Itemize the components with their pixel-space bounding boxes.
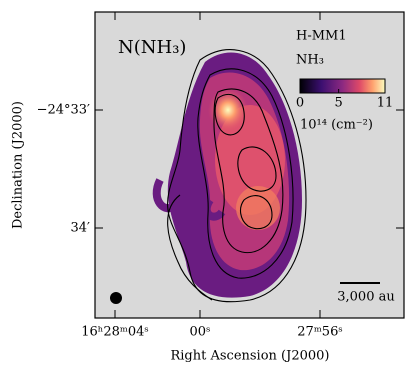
colorbar-label: 10¹⁴ (cm⁻²) [300, 118, 373, 133]
y-tick-label: 34′ [71, 221, 91, 236]
x-tick-label: 00ˢ [190, 325, 211, 340]
x-axis-label: Right Ascension (J2000) [170, 349, 329, 364]
beam [110, 292, 122, 304]
y-axis-label: Declination (J2000) [11, 101, 26, 229]
y-tick-label: −24°33′ [37, 103, 90, 118]
species-label: NH₃ [296, 53, 324, 68]
source-label: H-MM1 [296, 29, 347, 44]
plot-frame [94, 11, 405, 319]
colorbar-tick-label: 5 [334, 96, 342, 111]
x-tick-label: 27ᵐ56ˢ [297, 325, 342, 340]
colorbar [299, 78, 386, 94]
scale-bar-label: 3,000 au [337, 290, 394, 305]
colorbar-tick-label: 11 [377, 96, 394, 111]
colorbar-tick-label: 0 [296, 96, 304, 111]
x-tick-label: 16ʰ28ᵐ04ˢ [81, 325, 149, 340]
map-title: N(NH₃) [118, 37, 186, 58]
contours [167, 49, 307, 303]
